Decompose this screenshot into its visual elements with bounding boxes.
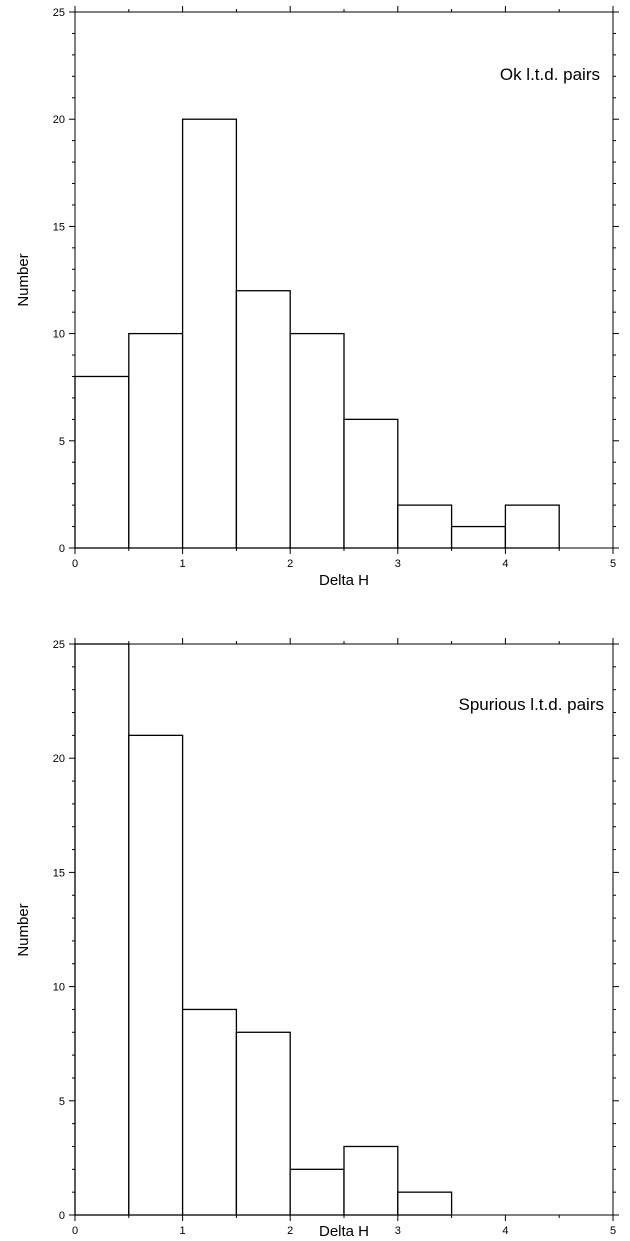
y-tick-label: 15 — [53, 867, 65, 879]
histogram-bar — [343, 418, 399, 549]
y-tick-label: 10 — [53, 982, 65, 994]
x-tick-label: 3 — [395, 558, 401, 570]
histogram-bars — [74, 643, 453, 1216]
y-tick-label: 20 — [53, 114, 65, 126]
histogram-bar — [128, 332, 184, 549]
histogram-bar — [181, 1008, 238, 1216]
y-tick-label: 25 — [53, 639, 65, 651]
y-tick-label: 5 — [59, 1096, 65, 1108]
axis-ticks: 0 1 2 3 4 5 0 5 10 15 20 25 — [53, 638, 619, 1237]
histogram-bar — [397, 1191, 453, 1216]
histogram-panel-ok-pairs: 0 1 2 3 4 5 0 5 10 15 20 25 Ok l.t.d. pairs Delta H… — [15, 6, 619, 589]
x-tick-label: 1 — [180, 558, 186, 570]
x-tick-label: 4 — [502, 558, 508, 570]
panel-title: Ok l.t.d. pairs — [500, 65, 600, 84]
x-tick-label: 2 — [287, 1225, 293, 1237]
y-tick-label: 20 — [53, 753, 65, 765]
x-tick-label: 4 — [502, 1225, 508, 1237]
histogram-bar — [128, 734, 184, 1216]
histogram-bar — [74, 643, 130, 1216]
histogram-bar — [74, 375, 130, 549]
y-tick-label: 0 — [59, 543, 65, 555]
x-tick-label: 0 — [72, 558, 78, 570]
y-axis-label: Number — [15, 903, 32, 956]
x-tick-label: 3 — [395, 1225, 401, 1237]
histogram-bar — [504, 504, 560, 549]
x-tick-label: 1 — [180, 1225, 186, 1237]
x-axis-label: Delta H — [319, 1223, 369, 1240]
x-tick-label: 0 — [72, 1225, 78, 1237]
histogram-bar — [343, 1145, 399, 1216]
x-tick-label: 5 — [610, 558, 616, 570]
panel-title: Spurious l.t.d. pairs — [458, 695, 604, 714]
histogram-bar — [397, 504, 453, 549]
histogram-panel-spurious-pairs: 0 1 2 3 4 5 0 5 10 15 20 25 Spurious l.t.d. pairs D… — [15, 638, 619, 1240]
y-tick-label: 25 — [53, 7, 65, 19]
histogram-bar — [289, 332, 345, 549]
histogram-bars — [74, 118, 560, 549]
y-tick-label: 10 — [53, 329, 65, 341]
histogram-bar — [235, 290, 291, 549]
y-axis-label: Number — [15, 253, 32, 306]
x-axis-label: Delta H — [319, 572, 369, 589]
histogram-bar — [235, 1031, 291, 1216]
x-tick-label: 5 — [610, 1225, 616, 1237]
y-tick-label: 15 — [53, 221, 65, 233]
y-tick-label: 5 — [59, 436, 65, 448]
x-tick-label: 2 — [287, 558, 293, 570]
histogram-bar — [289, 1168, 345, 1216]
histogram-bar — [181, 118, 238, 549]
axis-ticks: 0 1 2 3 4 5 0 5 10 15 20 25 — [53, 6, 619, 570]
y-tick-label: 0 — [59, 1210, 65, 1222]
histogram-bar — [450, 525, 507, 549]
